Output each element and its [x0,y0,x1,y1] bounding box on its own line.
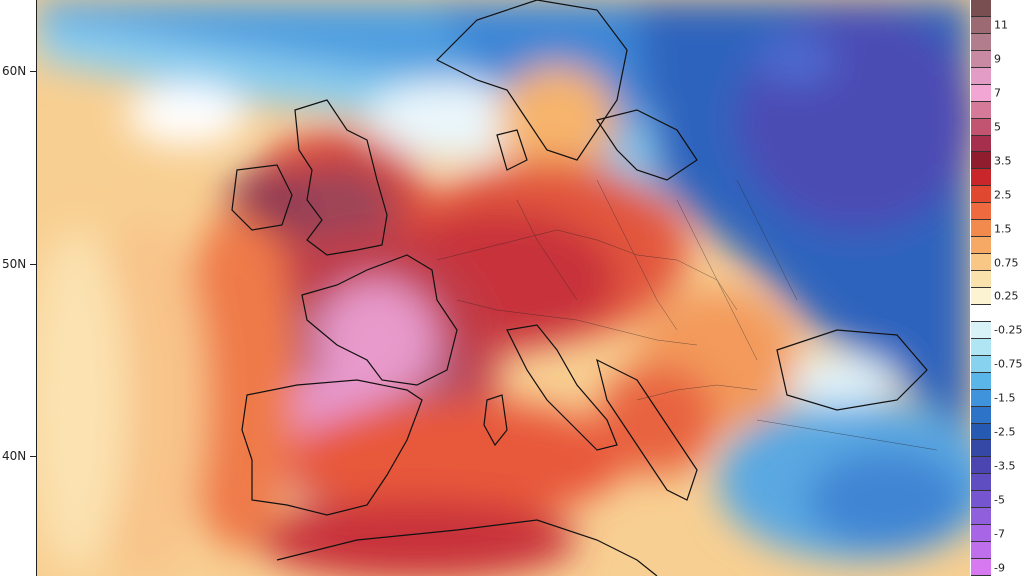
coast-denmark [496,129,528,171]
colorbar-swatch [971,355,991,373]
anomaly-field [37,0,971,576]
colorbar-swatch [971,50,991,68]
latitude-axis: 60N 50N 40N [0,0,36,576]
colorbar-label: -7 [994,527,1005,541]
colorbar-swatch [971,118,991,136]
coast-great-britain [294,99,388,256]
colorbar-label: -0.75 [994,357,1023,371]
colorbar-swatch [971,203,991,221]
colorbar-label: -9 [994,561,1005,575]
colorbar-swatch [971,169,991,187]
colorbar-swatch [971,491,991,509]
colorbar-label: -3.5 [994,459,1016,473]
lat-tick-50n [30,264,36,265]
colorbar-label: -5 [994,493,1005,507]
colorbar-swatch [971,440,991,458]
coast-france [301,254,458,386]
colorbar-label: 9 [994,52,1001,66]
colorbar-swatch [971,101,991,119]
colorbar-swatch [971,33,991,51]
colorbar-label: 0.25 [994,289,1019,303]
lat-label-60n: 60N [2,64,27,78]
colorbar-swatch [971,559,991,576]
colorbar-swatch [971,271,991,288]
colorbar-swatch [971,457,991,475]
colorbar-label: 2.5 [994,188,1012,202]
colorbar-swatch [971,288,991,305]
colorbar-swatch [971,84,991,102]
colorbar-label: 1.5 [994,222,1012,236]
coast-scandinavia [435,0,628,161]
colorbar-label: 11 [994,18,1008,32]
colorbar-swatch [971,542,991,560]
colorbar-label: -1.5 [994,391,1016,405]
colorbar-legend: 11 9 7 5 3.5 2.5 1.5 0.75 0.25 -0.25 -0.75 -1.5 -2.5… [970,0,1024,576]
colorbar-swatch [971,423,991,441]
colorbar-swatch [971,474,991,492]
lat-label-40n: 40N [2,449,27,463]
map-canvas [37,0,971,576]
colorbar-swatch [971,237,991,255]
coast-ireland [231,164,293,231]
coast-italy [506,324,618,451]
coast-baltic [596,109,698,181]
coast-sardinia [483,394,508,447]
colorbar-label: 5 [994,120,1001,134]
colorbar-swatch [971,525,991,543]
lat-label-50n: 50N [2,257,27,271]
coast-balkans [596,358,698,501]
colorbar-label: 0.75 [994,256,1019,270]
colorbar-label: 7 [994,86,1001,100]
colorbar-swatch [971,508,991,526]
colorbar-swatch [971,304,991,322]
colorbar-swatch [971,254,991,272]
lat-tick-60n [30,71,36,72]
colorbar-swatch [971,186,991,204]
colorbar-label: 3.5 [994,154,1012,168]
colorbar-swatch [971,372,991,390]
colorbar-swatch [971,152,991,170]
colorbar-swatch [971,16,991,34]
coast-iberia [241,379,423,516]
temperature-anomaly-map[interactable] [36,0,971,576]
colorbar-label: -0.25 [994,323,1023,337]
colorbar-label: -2.5 [994,425,1016,439]
colorbar-swatch [971,389,991,407]
coastlines [231,0,928,576]
colorbar-swatch [971,135,991,153]
lat-tick-40n [30,456,36,457]
coast-black-sea [776,329,928,411]
colorbar-swatch [971,0,991,17]
colorbar-swatch [971,338,991,356]
country-borders [436,179,938,451]
colorbar-swatch [971,406,991,424]
coast-north-africa [276,519,658,576]
colorbar-swatch [971,220,991,238]
colorbar-swatch [971,67,991,85]
colorbar-swatch [971,321,991,339]
